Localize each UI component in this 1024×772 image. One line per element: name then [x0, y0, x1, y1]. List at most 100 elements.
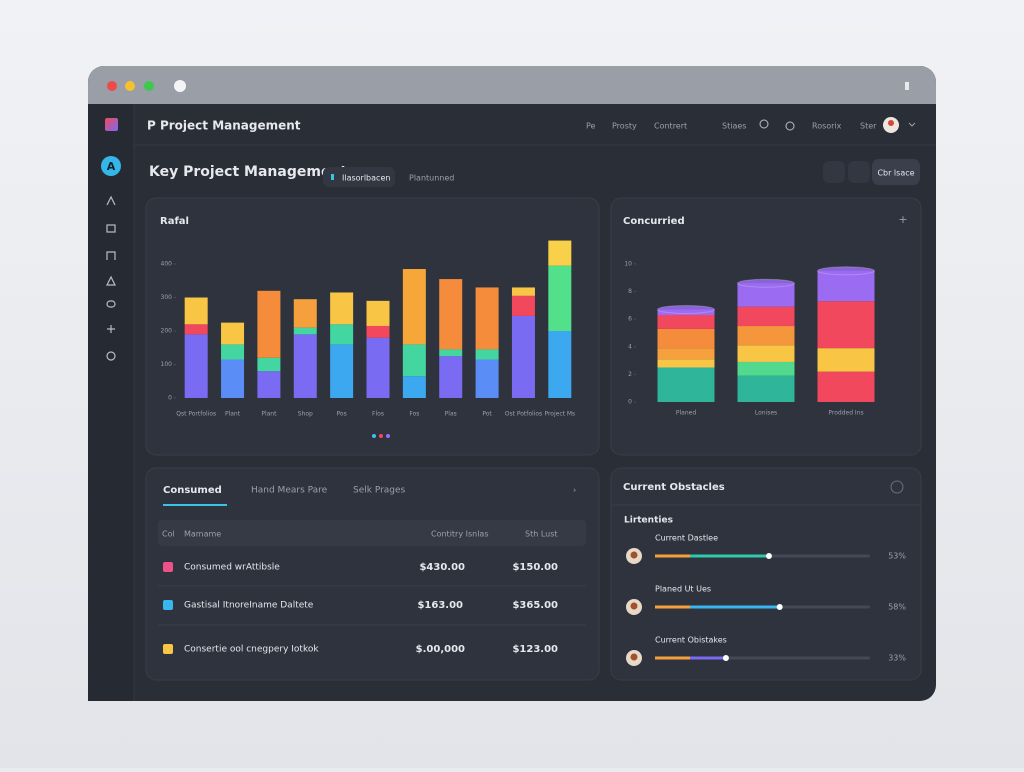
nav-link[interactable]: Rosorix — [812, 122, 842, 131]
x-tick-label: Plant — [225, 411, 241, 418]
sidebar — [88, 104, 134, 701]
tab-label[interactable]: Selk Prages — [353, 486, 406, 496]
nav-icon[interactable] — [106, 251, 116, 260]
maximize-button[interactable] — [144, 81, 154, 91]
table-header — [158, 520, 586, 546]
bar-segment — [439, 356, 463, 398]
x-tick-label: Qst Portfolios — [176, 411, 216, 418]
action-button-label[interactable]: Cbr lsace — [877, 169, 914, 178]
obstacle-list: Current Dastlee 53% Planed Ut Ues 58% Curren… — [626, 534, 906, 666]
legend-dot — [386, 434, 390, 438]
bar-segment — [737, 345, 795, 362]
bar-segment — [184, 297, 208, 325]
bar-segment — [221, 359, 245, 398]
nav-icon[interactable] — [106, 275, 116, 286]
sidebar-icons — [106, 195, 116, 361]
bar-segment — [439, 349, 463, 357]
progress-knob[interactable] — [722, 655, 729, 661]
x-tick-label: Pot — [482, 411, 492, 418]
bar-segment — [737, 375, 795, 402]
options-button[interactable] — [890, 480, 904, 494]
settings-icon[interactable] — [785, 121, 795, 131]
obstacle-label: Planed Ut Ues — [655, 585, 711, 594]
progress-start — [655, 656, 690, 660]
row-swatch — [163, 600, 173, 610]
bar-segment — [221, 344, 245, 360]
y-tick-label: 6 — [628, 316, 632, 323]
bar-segment — [330, 344, 354, 398]
cylinder-cap — [737, 278, 795, 288]
bar-segment — [657, 367, 715, 402]
user-icon[interactable] — [759, 119, 769, 129]
cell: Gastisal ItnoreIname Daltete — [184, 601, 314, 611]
nav-icon[interactable] — [106, 351, 116, 361]
obstacle-label: Current Obistakes — [655, 636, 727, 645]
cell: $163.00 — [417, 600, 463, 611]
tab-label[interactable]: Plantunned — [409, 174, 454, 183]
nav-icon[interactable] — [107, 325, 115, 333]
nav-link[interactable]: Prosty — [612, 122, 637, 131]
bar-segment — [657, 348, 715, 360]
x-tick-label: Plant — [261, 411, 277, 418]
y-tick-label: 8 — [628, 288, 632, 295]
tab-label[interactable]: Ilasorlbacen — [342, 174, 390, 183]
minimize-button[interactable] — [125, 81, 135, 91]
x-tick-label: Prodded Ins — [828, 410, 863, 417]
bar-segment — [366, 325, 390, 338]
y-tick-label: 4 — [628, 343, 632, 350]
nav-link[interactable]: Stiaes — [722, 122, 746, 131]
app-title: P Project Management — [147, 119, 301, 133]
nav-link[interactable]: Contrert — [654, 122, 687, 131]
progress-knob[interactable] — [765, 553, 772, 559]
tab-label[interactable]: Consumed — [163, 485, 222, 496]
bar-segment — [257, 371, 281, 398]
logo — [105, 118, 118, 131]
nav-icon[interactable] — [106, 224, 116, 233]
x-tick-label: Fos — [409, 411, 419, 418]
nav-link[interactable]: Pe — [586, 122, 596, 131]
action-button[interactable] — [872, 159, 920, 185]
legend-dot — [379, 434, 383, 438]
bar-segment — [257, 290, 281, 358]
menu-icon[interactable] — [905, 82, 909, 90]
cell: $.00,000 — [416, 644, 465, 655]
icon-button[interactable] — [823, 161, 845, 183]
column-header: Contitry Isnlas — [431, 530, 489, 539]
bar-segment — [293, 299, 317, 328]
y-tick-label: 100 — [161, 361, 173, 368]
dropdown-icon[interactable] — [908, 122, 916, 127]
bar-segment — [511, 287, 535, 296]
tab-pill[interactable] — [323, 167, 395, 187]
add-button[interactable]: + — [898, 213, 907, 226]
obstacle-label: Current Dastlee — [655, 534, 718, 543]
y-tick-label: 300 — [161, 294, 173, 301]
progress-value: 33% — [888, 654, 906, 663]
nav-icon[interactable] — [106, 300, 116, 308]
bar-segment — [817, 371, 875, 402]
bar-segment — [330, 292, 354, 325]
bar-segment — [184, 324, 208, 335]
tab-label[interactable]: Hand Mears Pare — [251, 486, 328, 496]
progress-knob[interactable] — [776, 604, 783, 610]
nav-link[interactable]: Ster — [860, 122, 877, 131]
legend-dot — [372, 434, 376, 438]
more-button[interactable]: › — [573, 486, 576, 495]
obstacles-panel — [610, 467, 922, 681]
tab-indicator — [331, 174, 334, 180]
progress-value: 58% — [888, 603, 906, 612]
avatar-face — [630, 602, 638, 610]
column-header: Mamame — [184, 530, 221, 539]
close-button[interactable] — [107, 81, 117, 91]
cylinder-cap — [817, 266, 875, 276]
cell: $430.00 — [419, 562, 465, 573]
bar-segment — [330, 324, 354, 345]
y-tick-label: 10 — [624, 260, 632, 267]
icon-button[interactable] — [848, 161, 870, 183]
row-swatch — [163, 644, 173, 654]
cylinder-cap — [657, 304, 715, 314]
page-title: Key Project Management — [149, 164, 347, 180]
avatar[interactable] — [101, 156, 121, 176]
nav-icon[interactable] — [106, 195, 116, 206]
